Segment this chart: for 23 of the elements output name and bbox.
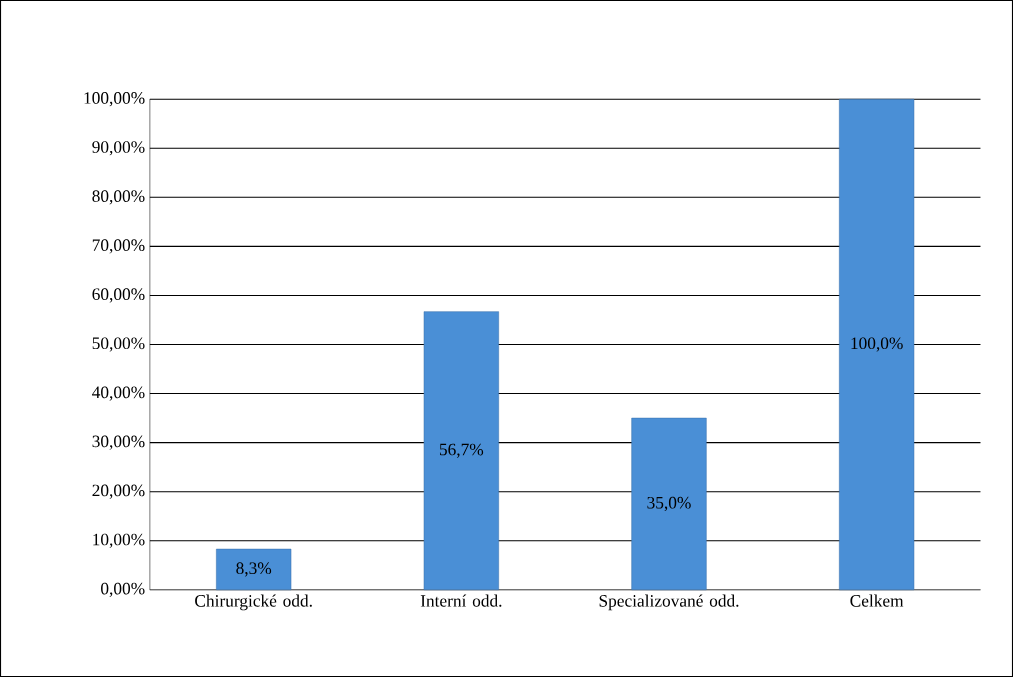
x-tick-label: Chirurgické odd. <box>195 594 312 611</box>
y-tick-label: 20,00% <box>92 484 145 499</box>
y-tick-label: 50,00% <box>92 337 145 352</box>
x-tick-label: Specializované odd. <box>599 594 739 611</box>
y-tick-label: 70,00% <box>92 239 145 254</box>
y-tick-label: 40,00% <box>92 386 145 401</box>
y-tick-label: 60,00% <box>92 288 145 303</box>
x-tick-label: Celkem <box>850 594 904 607</box>
data-label: 100,0% <box>851 337 903 352</box>
y-tick-label: 10,00% <box>93 533 145 548</box>
data-label: 35,0% <box>647 496 691 512</box>
y-tick-label: 80,00% <box>92 190 145 205</box>
y-tick-label: 100,00% <box>84 92 145 107</box>
data-label: 56,7% <box>439 443 484 458</box>
bar <box>423 311 499 591</box>
bar <box>631 417 707 591</box>
y-tick-label: 30,00% <box>92 435 145 450</box>
bar <box>839 98 915 591</box>
bar <box>216 548 292 591</box>
x-tick-label: Interní odd. <box>420 594 502 607</box>
data-label: 8,3% <box>236 562 272 577</box>
y-tick-label: 0,00% <box>101 582 145 597</box>
y-tick-label: 90,00% <box>92 141 145 156</box>
